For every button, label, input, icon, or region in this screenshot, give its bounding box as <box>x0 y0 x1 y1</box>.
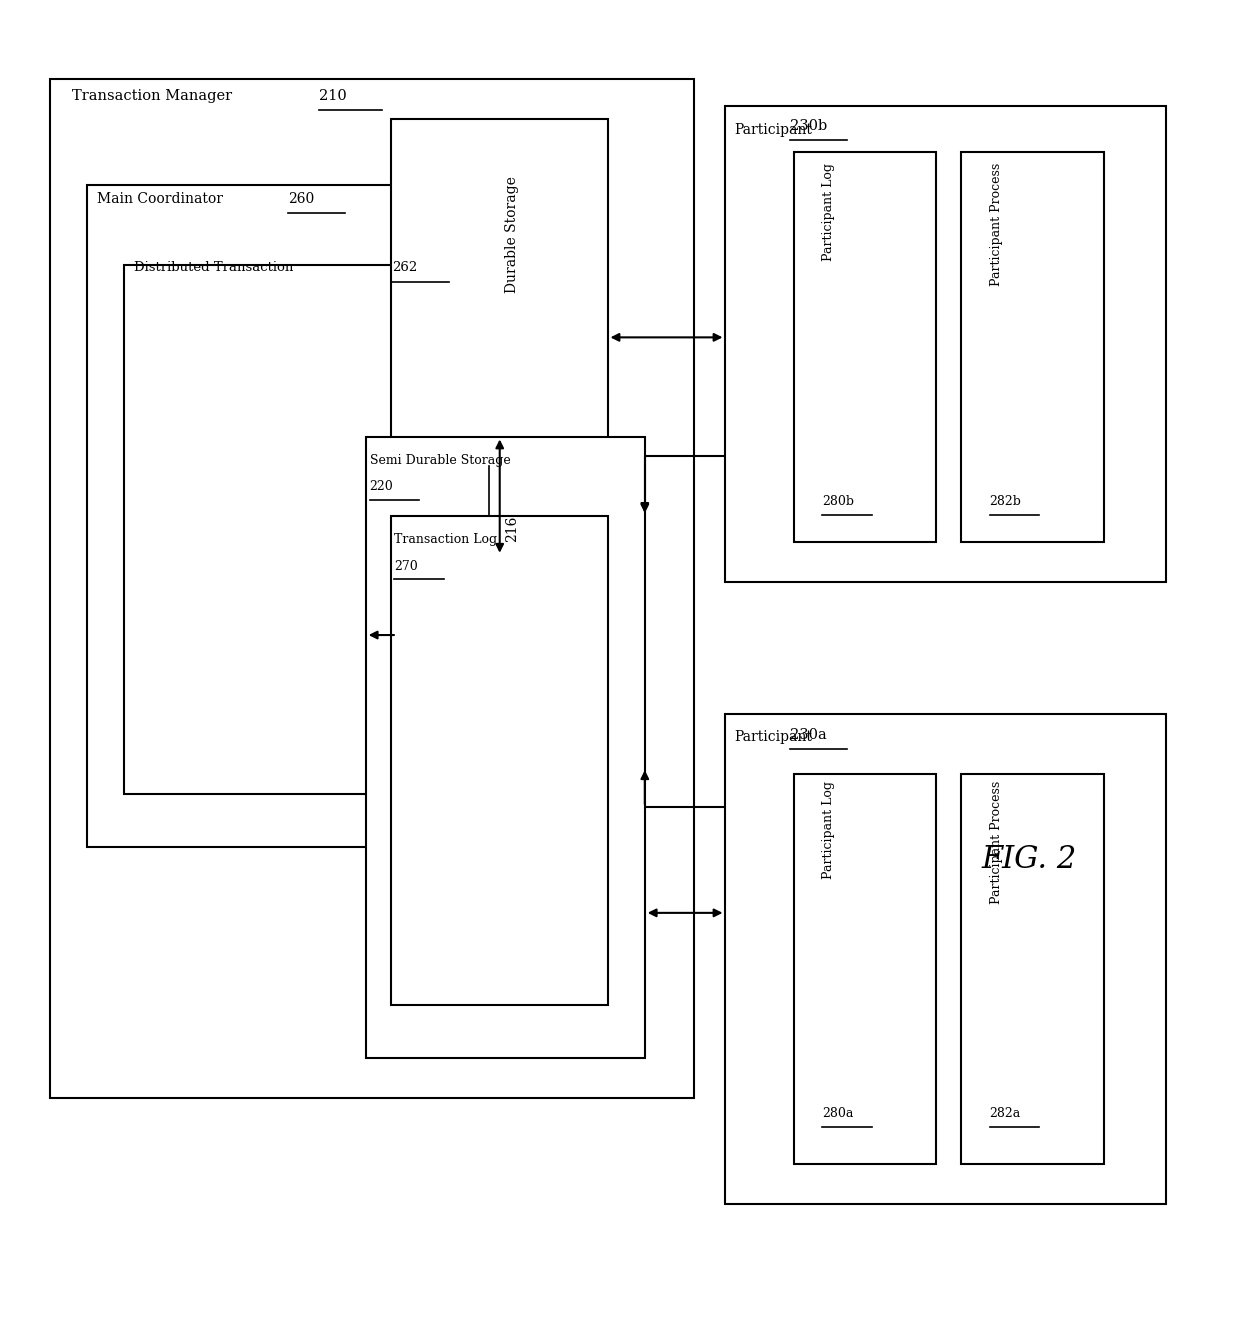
Text: Participant Process: Participant Process <box>990 163 1002 286</box>
Text: Participant: Participant <box>734 123 812 138</box>
Bar <box>794 774 936 1164</box>
Bar <box>961 774 1104 1164</box>
Text: 280a: 280a <box>822 1107 853 1121</box>
Text: 220: 220 <box>370 480 393 493</box>
Text: Main Coordinator: Main Coordinator <box>97 192 227 206</box>
Text: 280b: 280b <box>822 495 854 508</box>
Bar <box>391 119 608 556</box>
Bar <box>366 437 645 1058</box>
Text: Participant: Participant <box>734 730 812 745</box>
Bar <box>50 79 694 1098</box>
Text: 270: 270 <box>394 560 418 573</box>
Text: 230a: 230a <box>790 728 827 742</box>
Text: Participant Log: Participant Log <box>822 781 835 878</box>
Bar <box>961 152 1104 542</box>
Bar <box>391 516 608 1005</box>
Text: 260: 260 <box>288 192 314 206</box>
Bar <box>725 714 1166 1204</box>
Text: Semi Durable Storage: Semi Durable Storage <box>370 454 515 467</box>
Text: Participant Log: Participant Log <box>822 163 835 261</box>
Text: 216: 216 <box>505 516 518 542</box>
Text: Durable Storage: Durable Storage <box>505 172 518 294</box>
Text: 282a: 282a <box>990 1107 1021 1121</box>
Text: Participant Process: Participant Process <box>990 781 1002 904</box>
Text: 282b: 282b <box>990 495 1022 508</box>
Text: Transaction Manager: Transaction Manager <box>72 89 237 103</box>
Bar <box>794 152 936 542</box>
Text: 230b: 230b <box>790 119 827 134</box>
Text: 210: 210 <box>319 89 346 103</box>
Bar <box>87 185 434 847</box>
Bar <box>725 106 1166 582</box>
Text: Transaction Log: Transaction Log <box>394 533 501 546</box>
Text: 262: 262 <box>392 261 417 274</box>
Bar <box>124 265 397 794</box>
Text: Distributed Transaction: Distributed Transaction <box>134 261 298 274</box>
Text: FIG. 2: FIG. 2 <box>982 844 1076 876</box>
